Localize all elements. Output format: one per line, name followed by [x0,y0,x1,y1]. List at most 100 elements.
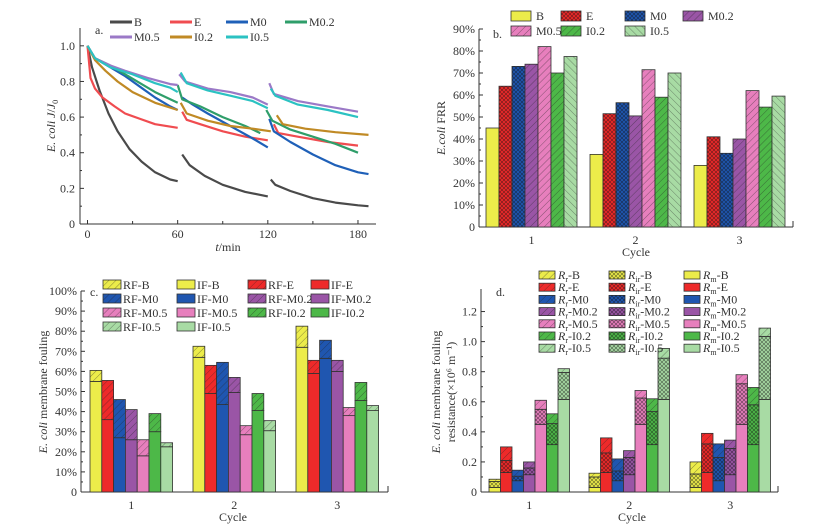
bar-if-i0-2-cycle-2 [251,410,265,493]
legend-item-if-i0-2: IF-I0.2 [310,306,365,320]
panel-b-y-tick-label: 20% [453,176,475,190]
bar-m0-cycle-1 [511,66,526,228]
legend-swatch [538,294,556,304]
series-segment-m0 [268,118,369,176]
legend-item-rf-m0-5: RF-M0.5 [102,306,167,320]
bar-if-e-cycle-3 [307,373,320,493]
bar-if-m0-2-cycle-3 [330,370,344,493]
panel-d-y-tick-label: 0.2 [462,455,477,469]
series-segment-i0-2 [179,102,271,133]
bar-rr-i0-2-cycle-2 [646,398,659,412]
bar-rm-i0-5-cycle-1 [557,399,570,493]
legend-label: IF-M0.5 [197,306,237,320]
legend-swatch [538,307,556,317]
legend-label: IF-B [197,278,220,292]
bar-rf-b-cycle-2 [192,345,206,358]
panel-d-y-label-line2: resistance(×10⁶ m⁻¹) [444,342,458,443]
legend-item-rm-i0-2: Rm-I0.2 [683,329,740,345]
legend-label: M0.5 [134,30,160,44]
legend-swatch [608,307,626,317]
bar-if-m0-2-cycle-2 [227,392,241,493]
bar-if-m0-5-cycle-3 [342,415,356,493]
bar-rr-e-cycle-2 [600,437,613,454]
legend-label: B [536,9,544,23]
legend-swatch [683,343,701,353]
legend-swatch [176,279,196,290]
legend-item-rm-i0-5: Rm-I0.5 [683,341,740,357]
legend-label: I0.5 [650,24,669,38]
legend-item-rr-i0-2: Rr-I0.2 [538,329,591,345]
bar-if-m0-cycle-1 [113,437,126,493]
bar-rm-e-cycle-2 [600,472,613,493]
bar-m0-5-cycle-1 [537,46,552,228]
bar-rf-m0-5-cycle-3 [342,407,356,417]
legend-item-m0-5: M0.5 [510,24,562,38]
panel-a-x-tick-label: 120 [259,227,277,241]
legend-label: M0.2 [708,9,734,23]
legend-item-i0-2: I0.2 [170,30,213,44]
bar-b-cycle-1 [485,127,500,228]
bar-rir-e-cycle-3 [701,443,714,473]
bar-if-i0-5-cycle-1 [160,446,174,493]
legend-item-i0-5: I0.5 [624,24,669,38]
bar-rf-m0-2-cycle-1 [125,409,138,441]
legend-item-rf-m0-2: RF-M0.2 [247,292,312,306]
panel-a-y-tick-label: 0 [69,217,75,231]
legend-swatch [624,10,646,22]
bar-rm-m0-cycle-2 [611,480,624,493]
legend-swatch [683,319,701,329]
legend-label: RF-M0.5 [123,306,167,320]
bar-rir-m0-cycle-1 [511,475,524,482]
panel-c-y-tick-label: 30% [55,425,77,439]
legend-item-rir-b: Rir-B [608,268,652,284]
legend-item-if-m0: IF-M0 [176,292,228,306]
legend-item-m0-2: M0.2 [285,15,335,29]
legend-item-rm-m0-5: Rm-M0.5 [683,317,746,333]
bar-if-b-cycle-2 [192,356,206,493]
legend-swatch [310,279,330,290]
series-line-i0-2 [86,45,369,136]
bar-m0-cycle-3 [719,152,734,228]
panel-b-x-tick-label: 2 [633,233,639,247]
legend-item-rf-i0-2: RF-I0.2 [247,306,306,320]
panel-c-y-tick-label: 0 [71,485,77,499]
bar-rf-m0-2-cycle-2 [227,377,241,393]
legend-swatch [683,270,701,280]
legend-label: Rr-M0.5 [557,317,598,333]
panel-a-y-tick-label: 1.0 [60,39,75,53]
bar-i0-2-cycle-3 [758,106,773,228]
legend-label: Rir-I0.2 [627,329,663,345]
legend-swatch [683,331,701,341]
legend-label: Rm-M0.5 [702,317,746,333]
legend-label: E [586,9,593,23]
panel-d-y-tick-label: 0 [471,485,477,499]
bar-if-b-cycle-1 [89,381,103,493]
legend-item-rf-m0: RF-M0 [102,292,158,306]
legend-item-rr-m0: Rr-M0 [538,292,589,308]
bar-rir-b-cycle-2 [588,476,601,488]
bar-rir-i0-2-cycle-2 [646,411,659,446]
bar-rir-m0-2-cycle-2 [623,457,636,476]
legend-swatch [608,294,626,304]
bar-rm-b-cycle-1 [488,487,501,493]
bar-rr-m0-5-cycle-1 [534,399,547,410]
bar-i0-2-cycle-2 [654,96,669,228]
bar-rm-m0-5-cycle-2 [634,423,647,493]
legend-item-rf-e: RF-E [247,278,294,292]
bar-rf-m0-cycle-3 [319,339,332,359]
bar-rir-i0-5-cycle-1 [557,372,570,400]
series-segment-i0-5 [269,88,359,119]
legend-label: Rir-M0.5 [627,317,670,333]
bar-rr-b-cycle-3 [689,461,702,475]
bar-if-i0-2-cycle-3 [354,400,368,493]
bar-if-m0-5-cycle-1 [136,455,150,493]
legend-label: IF-I0.2 [331,306,365,320]
legend-label: IF-I0.5 [197,320,231,334]
legend-label: M0.2 [309,15,335,29]
legend-swatch [538,319,556,329]
legend-label: IF-E [331,278,353,292]
panel-a-x-label: t/min [215,240,240,254]
panel-d-y-tick-label: 0.8 [462,365,477,379]
series-segment-i0-5 [179,71,269,110]
legend-label: Rm-B [702,268,729,284]
